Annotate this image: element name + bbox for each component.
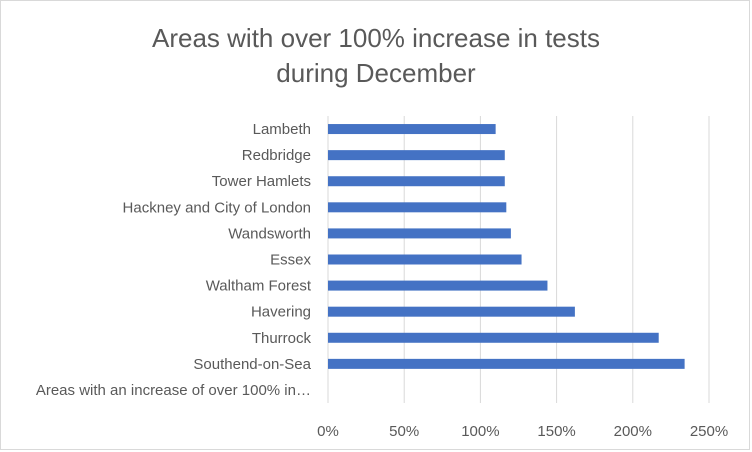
bar-southend-on-sea bbox=[328, 358, 685, 369]
x-tick-label: 150% bbox=[537, 423, 575, 440]
bar-essex bbox=[328, 254, 522, 265]
category-label: Essex bbox=[270, 252, 311, 269]
x-tick-label: 0% bbox=[317, 423, 339, 440]
bar-waltham-forest bbox=[328, 280, 548, 291]
x-axis-tick-labels: 0% 50% 100% 150% 200% 250% bbox=[317, 423, 728, 440]
bars bbox=[328, 124, 685, 369]
x-tick-label: 100% bbox=[461, 423, 499, 440]
bar-redbridge bbox=[328, 150, 505, 161]
chart-title: Areas with over 100% increase in tests d… bbox=[152, 23, 600, 88]
bar-wandsworth bbox=[328, 228, 511, 239]
x-tick-label: 250% bbox=[690, 423, 728, 440]
category-label: Areas with an increase of over 100% in… bbox=[36, 382, 311, 399]
bar-tower-hamlets bbox=[328, 176, 505, 187]
x-tick-label: 200% bbox=[614, 423, 652, 440]
category-label: Havering bbox=[251, 304, 311, 321]
category-label: Wandsworth bbox=[228, 225, 311, 242]
category-label: Lambeth bbox=[253, 121, 311, 138]
bar-thurrock bbox=[328, 332, 659, 343]
category-label: Tower Hamlets bbox=[212, 173, 311, 190]
bar-hackney-and-city-of-london bbox=[328, 202, 507, 213]
bar-lambeth bbox=[328, 124, 496, 135]
category-label: Hackney and City of London bbox=[123, 199, 311, 216]
category-label: Redbridge bbox=[242, 147, 311, 164]
bar-havering bbox=[328, 306, 575, 317]
category-label: Southend-on-Sea bbox=[193, 356, 311, 373]
category-labels: Lambeth Redbridge Tower Hamlets Hackney and… bbox=[36, 121, 312, 399]
category-label: Thurrock bbox=[252, 330, 312, 347]
category-label: Waltham Forest bbox=[206, 278, 312, 295]
x-tick-label: 50% bbox=[389, 423, 419, 440]
